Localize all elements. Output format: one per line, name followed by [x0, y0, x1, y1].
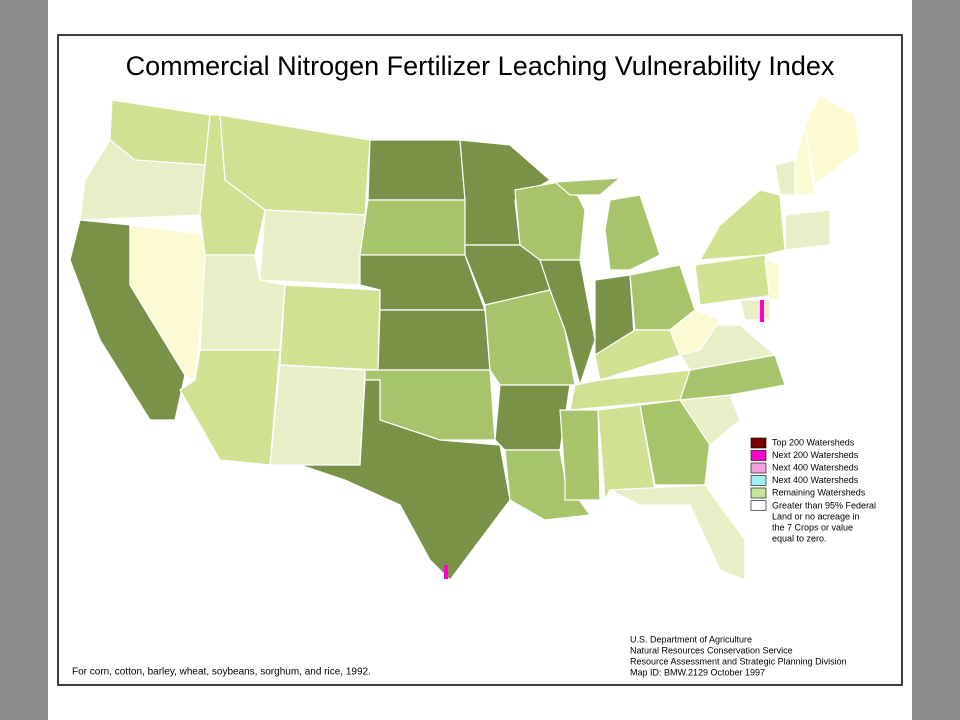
- legend-swatch: [750, 462, 767, 474]
- legend-label: Next 400 Watersheds: [772, 475, 859, 485]
- legend: Top 200 Watersheds Next 200 Watersheds Nex…: [750, 437, 876, 544]
- legend-label: Greater than 95% Federal Land or no acrea…: [772, 501, 876, 544]
- legend-swatch: [750, 475, 767, 486]
- credit-line: U.S. Department of Agriculture: [630, 634, 752, 644]
- credit-line: Natural Resources Conservation Service: [630, 645, 793, 655]
- legend-label: Remaining Watersheds: [772, 487, 866, 497]
- legend-label: Top 200 Watersheds: [772, 437, 855, 447]
- legend-label: Next 400 Watersheds: [772, 462, 859, 472]
- credit-line: Map ID: BMW.2129 October 1997: [630, 667, 765, 677]
- footnote: For corn, cotton, barley, wheat, soybean…: [72, 667, 371, 678]
- legend-swatch: [750, 500, 767, 511]
- credit-line: Resource Assessment and Strategic Planni…: [630, 656, 847, 666]
- legend-label: Next 200 Watersheds: [772, 450, 859, 460]
- legend-swatch: [750, 487, 767, 499]
- us-states: [69, 94, 861, 581]
- legend-swatch: [750, 437, 767, 449]
- legend-swatch: [750, 450, 767, 461]
- map-title: Commercial Nitrogen Fertilizer Leaching …: [126, 51, 835, 81]
